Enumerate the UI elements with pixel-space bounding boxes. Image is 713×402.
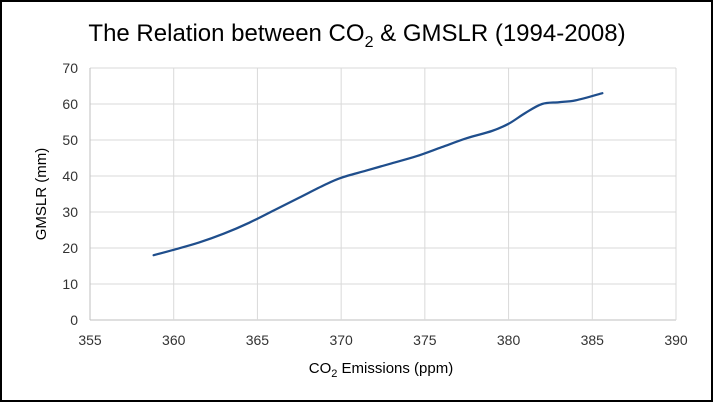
grid bbox=[89, 67, 677, 321]
x-axis-title: CO2 Emissions (ppm) bbox=[309, 360, 453, 380]
chart-title: The Relation between CO2 & GMSLR (1994-2… bbox=[88, 20, 625, 51]
data-point bbox=[523, 111, 528, 116]
data-point bbox=[439, 145, 444, 150]
x-tick-label: 375 bbox=[413, 332, 437, 348]
y-tick-label: 10 bbox=[62, 276, 78, 292]
data-point bbox=[171, 247, 176, 252]
y-tick-label: 50 bbox=[62, 132, 78, 148]
data-point bbox=[364, 168, 369, 173]
y-axis-title: GMSLR (mm) bbox=[33, 148, 50, 241]
x-tick-label: 370 bbox=[329, 332, 353, 348]
x-tick-label: 360 bbox=[162, 332, 186, 348]
data-point bbox=[389, 161, 394, 166]
data-point bbox=[489, 129, 494, 134]
data-point bbox=[414, 154, 419, 159]
data-point bbox=[600, 91, 605, 96]
series-line-gmslr bbox=[152, 92, 604, 257]
data-point bbox=[506, 121, 511, 126]
x-tick-label: 385 bbox=[581, 332, 605, 348]
data-point bbox=[151, 253, 156, 258]
data-point bbox=[464, 136, 469, 141]
y-tick-label: 60 bbox=[62, 96, 78, 112]
x-tick-label: 355 bbox=[78, 332, 102, 348]
data-point bbox=[221, 231, 226, 236]
data-point bbox=[247, 220, 252, 225]
data-point bbox=[322, 183, 327, 188]
data-point bbox=[339, 175, 344, 180]
data-point bbox=[556, 100, 561, 105]
y-tick-label: 30 bbox=[62, 204, 78, 220]
data-point bbox=[540, 102, 545, 107]
y-tick-label: 70 bbox=[62, 60, 78, 76]
data-point bbox=[297, 195, 302, 200]
x-tick-label: 380 bbox=[497, 332, 521, 348]
x-tick-label: 390 bbox=[664, 332, 688, 348]
tick-labels: 0 10 20 30 40 50 60 70 355 360 365 370 375 380 385 390 bbox=[62, 60, 687, 348]
data-point bbox=[573, 98, 578, 103]
data-point bbox=[272, 208, 277, 213]
y-tick-label: 40 bbox=[62, 168, 78, 184]
series-group bbox=[151, 91, 605, 258]
y-tick-label: 0 bbox=[70, 312, 78, 328]
data-point bbox=[196, 240, 201, 245]
y-tick-label: 20 bbox=[62, 240, 78, 256]
x-tick-label: 365 bbox=[246, 332, 270, 348]
